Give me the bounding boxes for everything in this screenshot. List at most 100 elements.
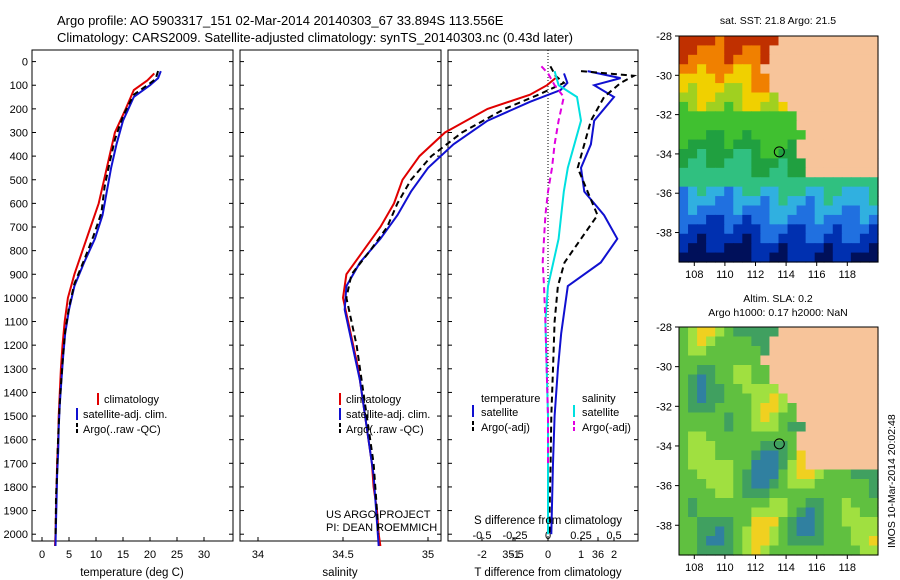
map-lon-tick-label: 116 bbox=[808, 562, 826, 574]
map-cell bbox=[850, 111, 861, 122]
map-cell bbox=[706, 403, 716, 414]
map-cell bbox=[787, 327, 798, 338]
map-cell bbox=[859, 54, 870, 65]
map-cell bbox=[697, 403, 707, 414]
map-cell bbox=[724, 167, 734, 178]
tdiff-tick-label: -2 bbox=[477, 549, 487, 561]
legend-sal-satellite: satellite bbox=[582, 407, 619, 419]
map-cell bbox=[796, 517, 807, 528]
map-cell bbox=[778, 517, 789, 528]
map-cell bbox=[868, 158, 879, 169]
map-cell bbox=[868, 101, 879, 112]
map-cell bbox=[679, 450, 689, 461]
map-cell bbox=[796, 224, 807, 235]
map-cell bbox=[733, 498, 743, 509]
map-cell bbox=[823, 45, 834, 56]
map-cell bbox=[868, 111, 879, 122]
map-cell bbox=[679, 327, 689, 338]
map-cell bbox=[868, 336, 879, 347]
map-cell bbox=[787, 167, 798, 178]
map-cell bbox=[724, 196, 734, 207]
map-cell bbox=[805, 488, 816, 499]
map-cell bbox=[769, 488, 780, 499]
map-cell bbox=[679, 346, 689, 357]
temperature-legend: climatology satellite-adj. clim. Argo(..… bbox=[76, 393, 167, 436]
sla-map-axes: -28 -30 -32 -34 -36 -38 108 110 112 114 116 118 bbox=[656, 322, 856, 574]
map-cell bbox=[715, 469, 725, 480]
map-cell bbox=[805, 139, 816, 150]
map-cell bbox=[769, 479, 780, 490]
map-cell bbox=[769, 507, 780, 518]
map-cell bbox=[868, 186, 879, 197]
map-cell bbox=[859, 507, 870, 518]
map-cell bbox=[805, 469, 816, 480]
map-cell bbox=[688, 177, 698, 188]
map-cell bbox=[841, 205, 852, 216]
map-cell bbox=[787, 365, 798, 376]
map-cell bbox=[850, 36, 861, 47]
map-cell bbox=[796, 545, 807, 556]
tdiff-tick-label: 2 bbox=[611, 549, 617, 561]
map-cell bbox=[751, 186, 762, 197]
map-cell bbox=[805, 92, 816, 103]
map-cell bbox=[787, 45, 798, 56]
map-cell bbox=[832, 336, 843, 347]
map-cell bbox=[688, 469, 698, 480]
map-cell bbox=[868, 545, 879, 556]
map-cell bbox=[706, 479, 716, 490]
map-cell bbox=[715, 54, 725, 65]
map-cell bbox=[868, 92, 879, 103]
sst-map-title: sat. SST: 21.8 Argo: 21.5 bbox=[720, 15, 836, 27]
map-cell bbox=[688, 327, 698, 338]
map-cell bbox=[679, 36, 689, 47]
map-cell bbox=[697, 460, 707, 471]
map-cell bbox=[688, 214, 698, 225]
map-cell bbox=[778, 196, 789, 207]
map-cell bbox=[751, 517, 762, 528]
map-cell bbox=[796, 64, 807, 75]
sla-map-title-1: Altim. SLA: 0.2 bbox=[743, 293, 813, 305]
map-cell bbox=[688, 64, 698, 75]
map-cell bbox=[742, 36, 752, 47]
map-cell bbox=[850, 149, 861, 160]
map-cell bbox=[859, 130, 870, 141]
map-cell bbox=[841, 252, 852, 263]
map-cell bbox=[751, 441, 762, 452]
map-cell bbox=[805, 412, 816, 423]
map-cell bbox=[697, 526, 707, 537]
map-cell bbox=[769, 130, 780, 141]
map-cell bbox=[823, 498, 834, 509]
map-cell bbox=[796, 374, 807, 385]
map-cell bbox=[859, 412, 870, 423]
map-cell bbox=[715, 120, 725, 131]
map-cell bbox=[850, 130, 861, 141]
map-cell bbox=[841, 130, 852, 141]
map-cell bbox=[688, 186, 698, 197]
map-cell bbox=[769, 374, 780, 385]
map-cell bbox=[823, 54, 834, 65]
map-cell bbox=[796, 139, 807, 150]
map-cell bbox=[778, 139, 789, 150]
map-lon-tick-label: 118 bbox=[839, 562, 857, 574]
map-cell bbox=[832, 327, 843, 338]
map-cell bbox=[715, 130, 725, 141]
map-cell bbox=[715, 479, 725, 490]
map-cell bbox=[706, 224, 716, 235]
map-cell bbox=[850, 186, 861, 197]
map-cell bbox=[724, 479, 734, 490]
map-cell bbox=[697, 92, 707, 103]
map-cell bbox=[733, 469, 743, 480]
map-cell bbox=[760, 214, 771, 225]
map-cell bbox=[868, 488, 879, 499]
map-cell bbox=[841, 403, 852, 414]
map-cell bbox=[733, 460, 743, 471]
map-cell bbox=[697, 384, 707, 395]
map-cell bbox=[841, 149, 852, 160]
map-cell bbox=[805, 517, 816, 528]
map-cell bbox=[805, 403, 816, 414]
map-cell bbox=[805, 101, 816, 112]
map-cell bbox=[868, 205, 879, 216]
map-lat-tick-label: -34 bbox=[656, 441, 672, 453]
map-cell bbox=[832, 101, 843, 112]
map-cell bbox=[760, 336, 771, 347]
